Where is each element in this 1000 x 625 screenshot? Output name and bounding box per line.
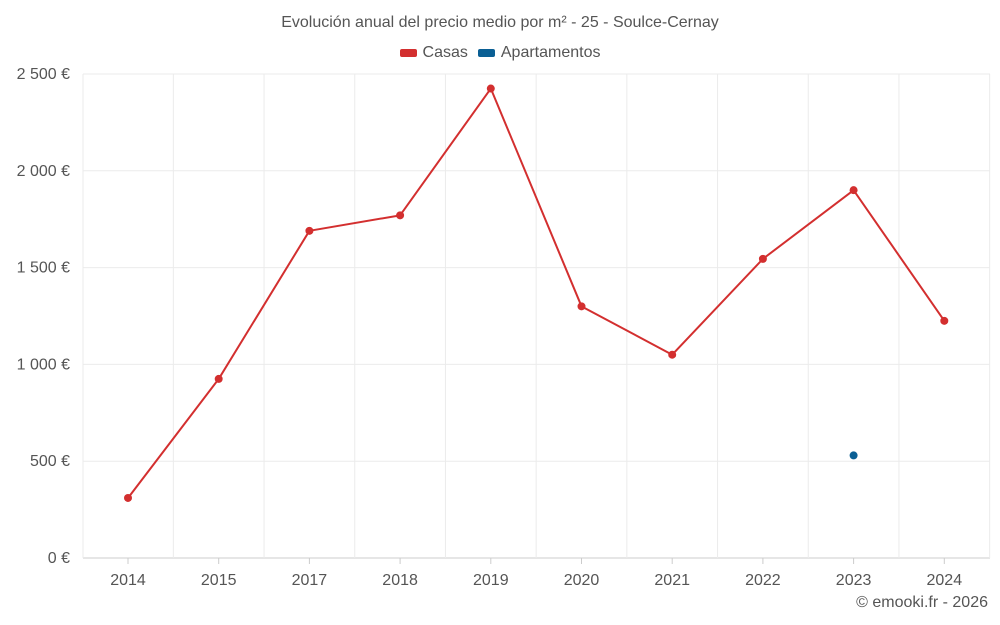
- x-tick-label: 2024: [927, 572, 963, 589]
- x-tick-label: 2023: [836, 572, 872, 589]
- data-point-casas: [396, 211, 405, 220]
- x-tick-label: 2022: [745, 572, 781, 589]
- y-tick-label: 2 000 €: [17, 163, 70, 180]
- series-line-casas: [127, 87, 946, 499]
- x-tick-label: 2020: [564, 572, 600, 589]
- x-tick-label: 2015: [201, 572, 237, 589]
- y-tick-label: 0 €: [48, 550, 70, 567]
- x-tick-label: 2018: [382, 572, 418, 589]
- legend-swatch-casas: [399, 49, 417, 57]
- legend-label-casas: Casas: [422, 44, 468, 61]
- data-point-casas: [577, 302, 586, 311]
- data-point-casas: [668, 350, 677, 359]
- data-point-casas: [214, 374, 223, 383]
- data-point-apartamentos: [849, 451, 858, 460]
- y-tick-label: 2 500 €: [17, 66, 70, 83]
- chart-title: Evolución anual del precio medio por m² …: [281, 14, 719, 31]
- data-point-casas: [758, 254, 767, 263]
- legend-label-apartamentos: Apartamentos: [500, 44, 601, 61]
- data-point-casas: [305, 226, 314, 235]
- data-point-casas: [124, 493, 132, 502]
- legend: Casas Apartamentos: [0, 44, 1000, 62]
- x-tick-label: 2021: [654, 572, 690, 589]
- y-tick-label: 1 500 €: [17, 260, 70, 277]
- y-tick-label: 1 000 €: [17, 356, 70, 373]
- legend-item-casas[interactable]: Casas: [399, 44, 468, 62]
- data-point-casas: [486, 84, 495, 93]
- legend-swatch-apartamentos: [477, 49, 495, 57]
- x-tick-label: 2014: [110, 572, 146, 589]
- y-tick-label: 500 €: [30, 453, 70, 470]
- data-point-casas: [940, 316, 949, 325]
- legend-item-apartamentos[interactable]: Apartamentos: [477, 44, 601, 62]
- copyright-text: © emooki.fr - 2026: [856, 594, 988, 611]
- data-point-casas: [849, 186, 858, 195]
- x-tick-label: 2019: [473, 572, 509, 589]
- x-tick-label: 2017: [292, 572, 328, 589]
